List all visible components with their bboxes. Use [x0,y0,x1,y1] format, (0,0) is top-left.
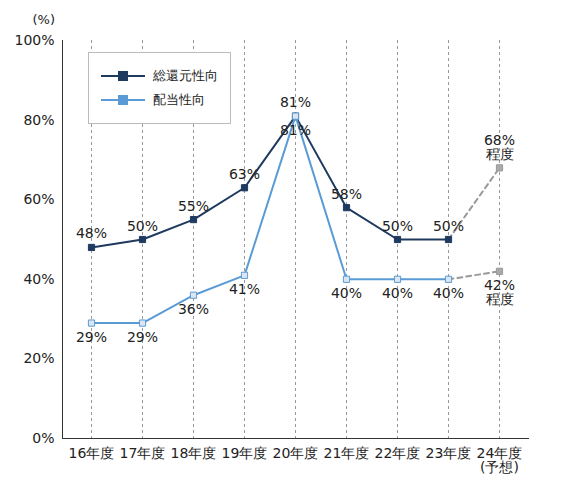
svg-text:50%: 50% [433,218,464,234]
svg-text:40%: 40% [23,271,54,287]
svg-text:63%: 63% [229,166,260,182]
svg-text:81%: 81% [280,94,311,110]
svg-text:21年度: 21年度 [324,445,370,461]
svg-text:23年度: 23年度 [426,445,472,461]
svg-text:50%: 50% [382,218,413,234]
svg-text:81%: 81% [280,122,311,138]
svg-text:19年度: 19年度 [222,445,268,461]
svg-text:0%: 0% [32,430,54,446]
svg-text:29%: 29% [127,329,158,345]
svg-text:(%): (%) [33,12,56,27]
html-text:配当性向: 配当性向 [153,92,205,107]
svg-text:58%: 58% [331,186,362,202]
svg-text:29%: 29% [76,329,107,345]
svg-text:20%: 20% [23,350,54,366]
svg-text:42%程度: 42%程度 [484,277,515,307]
svg-text:48%: 48% [76,225,107,241]
svg-text:80%: 80% [23,112,54,128]
svg-text:41%: 41% [229,281,260,297]
svg-text:100%: 100% [14,32,54,48]
svg-text:55%: 55% [178,198,209,214]
svg-text:68%程度: 68%程度 [484,132,515,162]
svg-text:40%: 40% [433,285,464,301]
svg-text:24年度(予想): 24年度(予想) [477,445,523,475]
html-text:総還元性向: 総還元性向 [153,68,218,83]
svg-text:36%: 36% [178,301,209,317]
svg-text:22年度: 22年度 [375,445,421,461]
svg-text:17年度: 17年度 [120,445,166,461]
svg-text:40%: 40% [382,285,413,301]
svg-text:40%: 40% [331,285,362,301]
svg-text:16年度: 16年度 [69,445,115,461]
svg-text:20年度: 20年度 [273,445,319,461]
svg-text:50%: 50% [127,218,158,234]
svg-text:18年度: 18年度 [171,445,217,461]
svg-text:60%: 60% [23,191,54,207]
